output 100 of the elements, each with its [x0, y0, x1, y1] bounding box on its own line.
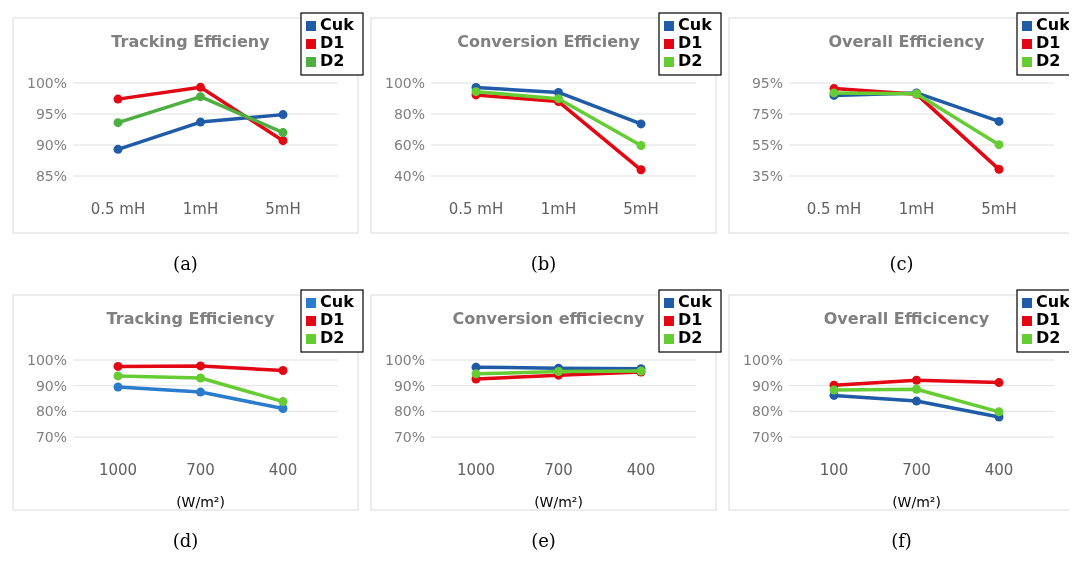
y-tick-label: 100% — [26, 74, 67, 91]
point — [278, 366, 288, 376]
point — [994, 407, 1004, 417]
legend-label: D1 — [1036, 310, 1061, 329]
x-tick-label: 5mH — [981, 200, 1017, 218]
legend-label: D1 — [320, 33, 345, 52]
x-tick-label: 700 — [902, 461, 931, 479]
point — [636, 165, 646, 175]
legend-label: Cuk — [678, 15, 713, 34]
point — [113, 144, 123, 154]
legend-label: D1 — [678, 33, 703, 52]
x-tick-label: 700 — [186, 461, 215, 479]
x-axis-title: (W/m²) — [176, 494, 225, 510]
legend-label: D2 — [320, 51, 345, 70]
y-tick-label: 90% — [751, 377, 783, 394]
point — [994, 164, 1004, 174]
x-tick-label: 100 — [819, 461, 849, 479]
y-tick-label: 80% — [35, 403, 67, 420]
legend-label: D2 — [320, 328, 345, 347]
point — [278, 128, 288, 138]
legend-label: D2 — [1036, 51, 1061, 70]
point — [278, 397, 288, 407]
point — [278, 110, 288, 120]
point — [113, 371, 123, 381]
x-tick-label: 1mH — [182, 200, 219, 218]
x-tick-label: 0.5 mH — [806, 200, 862, 218]
legend-label: D1 — [678, 310, 703, 329]
y-tick-label: 90% — [393, 377, 425, 394]
point — [636, 119, 646, 129]
point — [912, 384, 921, 394]
x-tick-label: 5mH — [623, 200, 659, 218]
legend-label: Cuk — [678, 292, 713, 311]
point — [471, 369, 481, 379]
chart-title: Conversion efficiecny — [452, 309, 646, 328]
legend-label: D2 — [678, 328, 703, 347]
point — [113, 118, 123, 128]
text: (d) — [172, 530, 199, 551]
x-tick-label: 1mH — [540, 200, 577, 218]
text: (b) — [530, 253, 557, 274]
legend-label: D1 — [320, 310, 345, 329]
point — [994, 378, 1004, 388]
x-tick-label: 0.5 mH — [448, 200, 504, 218]
x-tick-label: 400 — [984, 461, 1014, 479]
point — [113, 361, 123, 371]
chart-title: Tracking Efficiency — [106, 309, 275, 328]
point — [994, 116, 1004, 126]
y-tick-label: 90% — [35, 136, 67, 153]
legend-label: D2 — [1036, 328, 1061, 347]
legend-label: D1 — [1036, 33, 1061, 52]
x-tick-label: 700 — [544, 461, 573, 479]
text: (c) — [889, 253, 914, 274]
x-tick-label: 5mH — [265, 200, 301, 218]
legend-label: Cuk — [320, 292, 355, 311]
chart-title: Tracking Efficieny — [111, 32, 271, 51]
point — [196, 387, 205, 397]
x-tick-label: 400 — [268, 461, 298, 479]
point — [196, 92, 205, 102]
chart-title: Overall Efficicency — [823, 309, 990, 328]
y-tick-label: 80% — [393, 403, 425, 420]
x-axis-title: (W/m²) — [534, 494, 583, 510]
point — [196, 361, 205, 371]
y-tick-label: 80% — [751, 403, 783, 420]
x-tick-label: 1000 — [456, 461, 496, 479]
y-tick-label: 35% — [751, 167, 783, 184]
x-axis-title: (W/m²) — [892, 494, 941, 510]
y-tick-label: 100% — [384, 74, 425, 91]
point — [912, 396, 921, 406]
y-tick-label: 40% — [393, 167, 425, 184]
point — [196, 373, 205, 383]
point — [829, 385, 839, 395]
x-tick-label: 400 — [626, 461, 656, 479]
y-tick-label: 75% — [751, 105, 783, 122]
point — [636, 140, 646, 150]
y-tick-label: 90% — [35, 377, 67, 394]
text: (f) — [891, 530, 912, 551]
point — [113, 382, 123, 392]
x-tick-label: 0.5 mH — [90, 200, 146, 218]
x-tick-label: 1mH — [898, 200, 935, 218]
legend-label: Cuk — [320, 15, 355, 34]
y-tick-label: 100% — [26, 351, 67, 368]
y-tick-label: 95% — [35, 105, 67, 122]
point — [994, 140, 1004, 150]
text: (e) — [531, 530, 556, 551]
y-tick-label: 80% — [393, 105, 425, 122]
x-tick-label: 1000 — [98, 461, 138, 479]
y-tick-label: 70% — [35, 428, 67, 445]
y-tick-label: 100% — [742, 351, 783, 368]
y-tick-label: 60% — [393, 136, 425, 153]
y-tick-label: 95% — [751, 74, 783, 91]
legend-label: D2 — [678, 51, 703, 70]
point — [912, 375, 921, 385]
y-tick-label: 100% — [384, 351, 425, 368]
point — [113, 94, 123, 104]
point — [196, 82, 205, 92]
y-tick-label: 85% — [35, 167, 67, 184]
y-tick-label: 55% — [751, 136, 783, 153]
chart-title: Conversion Efficieny — [457, 32, 641, 51]
text: (a) — [173, 253, 198, 274]
point — [196, 117, 205, 127]
chart-title: Overall Efficiency — [828, 32, 986, 51]
